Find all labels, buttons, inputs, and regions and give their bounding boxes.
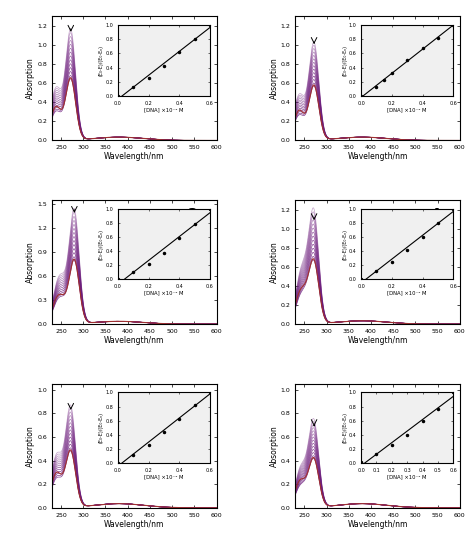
X-axis label: Wavelength/nm: Wavelength/nm bbox=[104, 152, 164, 162]
Y-axis label: Absorption: Absorption bbox=[27, 241, 36, 283]
Text: 2: 2 bbox=[430, 24, 440, 38]
Y-axis label: Absorption: Absorption bbox=[27, 425, 36, 467]
X-axis label: Wavelength/nm: Wavelength/nm bbox=[347, 520, 408, 529]
Text: 5: 5 bbox=[187, 391, 197, 405]
Y-axis label: Absorption: Absorption bbox=[270, 57, 279, 99]
Text: 3: 3 bbox=[187, 207, 197, 222]
Text: 4: 4 bbox=[430, 207, 440, 222]
Y-axis label: Absorption: Absorption bbox=[270, 241, 279, 283]
X-axis label: Wavelength/nm: Wavelength/nm bbox=[104, 336, 164, 345]
X-axis label: Wavelength/nm: Wavelength/nm bbox=[347, 152, 408, 162]
X-axis label: Wavelength/nm: Wavelength/nm bbox=[104, 520, 164, 529]
X-axis label: Wavelength/nm: Wavelength/nm bbox=[347, 336, 408, 345]
Text: 1: 1 bbox=[187, 24, 197, 38]
Y-axis label: Absorption: Absorption bbox=[270, 425, 279, 467]
Y-axis label: Absorption: Absorption bbox=[27, 57, 36, 99]
Text: 6: 6 bbox=[430, 391, 440, 405]
